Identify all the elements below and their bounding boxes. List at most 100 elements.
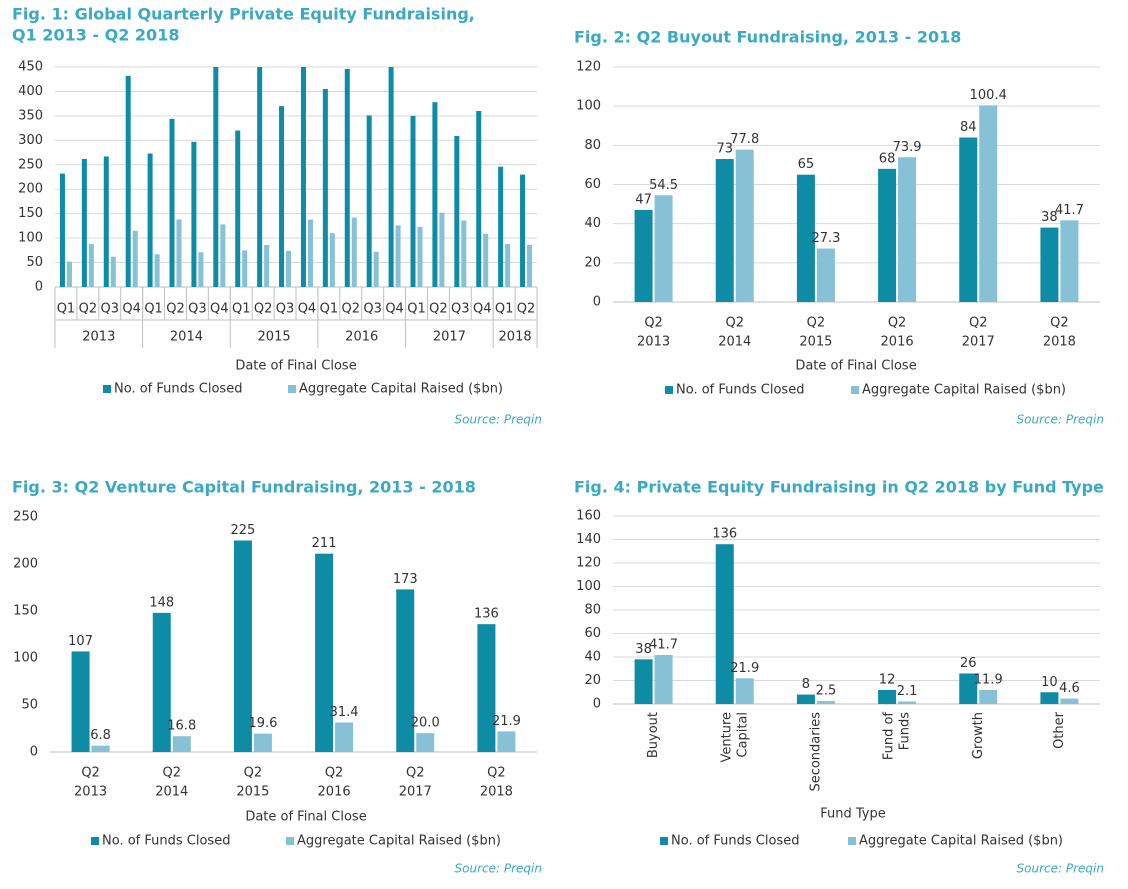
bar [634, 209, 653, 302]
data-label: 4.6 [1059, 681, 1080, 696]
x-tick-label: Q1 [320, 302, 339, 317]
bar [147, 153, 153, 287]
x-tick-label: 2015 [236, 785, 269, 800]
bar [1040, 692, 1059, 704]
bar [439, 212, 445, 287]
data-label: 54.5 [649, 178, 678, 193]
legend-swatch [91, 837, 99, 845]
bar [242, 250, 248, 287]
legend-label: Aggregate Capital Raised ($bn) [299, 382, 503, 397]
y-tick-label: 100 [576, 99, 601, 114]
bar [816, 701, 835, 704]
x-axis-title: Date of Final Close [245, 810, 366, 825]
bar [654, 195, 673, 302]
data-label: 26 [960, 656, 977, 671]
y-tick-label: 100 [18, 231, 43, 246]
x-axis-title: Date of Final Close [235, 359, 356, 374]
x-tick-label: Q1 [232, 302, 251, 317]
x-tick-label: Q1 [495, 302, 514, 317]
chart-title: Fig. 3: Q2 Venture Capital Fundraising, … [12, 478, 476, 497]
x-tick-label: Q2 [244, 766, 263, 781]
data-label: 107 [68, 634, 93, 649]
x-tick-label: Growth [971, 712, 986, 759]
data-label: 73 [716, 142, 733, 157]
x-group-label: 2016 [345, 330, 378, 345]
bar [220, 224, 226, 287]
data-label: 136 [474, 607, 499, 622]
y-tick-label: 300 [18, 133, 43, 148]
data-label: 47 [635, 192, 652, 207]
data-label: 211 [312, 536, 337, 551]
y-tick-label: 120 [576, 60, 601, 75]
data-label: 84 [960, 120, 977, 135]
bar [816, 248, 835, 302]
bar [1060, 698, 1079, 704]
data-label: 136 [712, 527, 737, 542]
bar [483, 233, 489, 287]
legend-swatch [848, 837, 856, 845]
data-label: 173 [393, 572, 418, 587]
x-tick-label: Q2 [487, 766, 506, 781]
bar [235, 130, 241, 287]
chart-panel: Fig. 2: Q2 Buyout Fundraising, 2013 - 20… [574, 28, 1104, 427]
bar [152, 612, 171, 752]
x-tick-label: Q2 [166, 302, 185, 317]
chart-panel: Fig. 3: Q2 Venture Capital Fundraising, … [12, 478, 542, 876]
x-tick-label: 2017 [399, 785, 432, 800]
bar [634, 659, 653, 704]
bar [388, 67, 394, 287]
data-label: 68 [879, 151, 896, 166]
x-tick-label: Q2 [888, 316, 907, 331]
bar [322, 89, 328, 287]
y-tick-label: 20 [584, 255, 601, 270]
source-note: Source: Preqin [455, 862, 542, 876]
chart-panel: Fig. 4: Private Equity Fundraising in Q2… [574, 478, 1104, 876]
bar [410, 115, 416, 287]
x-tick-label: Q1 [407, 302, 426, 317]
bar [253, 733, 272, 752]
bar [351, 217, 357, 287]
bar [1040, 227, 1059, 302]
y-tick-label: 120 [576, 556, 601, 571]
x-tick-label: Fund of [882, 712, 897, 761]
x-tick-label: Q3 [276, 302, 295, 317]
bar [416, 733, 435, 752]
bar [315, 553, 334, 752]
bar [498, 166, 504, 287]
y-tick-label: 0 [593, 295, 601, 310]
x-tick-label: Q4 [473, 302, 492, 317]
chart-title: Fig. 1: Global Quarterly Private Equity … [12, 5, 475, 24]
x-tick-label: Q2 [807, 316, 826, 331]
x-tick-label: 2014 [718, 335, 751, 350]
x-group-label: 2018 [499, 330, 532, 345]
bar [1060, 220, 1079, 302]
data-label: 148 [149, 595, 174, 610]
bar [307, 219, 313, 287]
x-tick-label: 2016 [318, 785, 351, 800]
bar [154, 254, 160, 287]
bar [191, 141, 197, 287]
y-tick-label: 60 [584, 626, 601, 641]
x-tick-label: Q2 [325, 766, 344, 781]
y-tick-label: 50 [21, 698, 38, 713]
source-note: Source: Preqin [455, 413, 542, 427]
x-tick-label: Capital [735, 712, 750, 758]
data-label: 16.8 [167, 719, 196, 734]
legend-label: Aggregate Capital Raised ($bn) [859, 834, 1063, 849]
x-tick-label: Q2 [1050, 316, 1069, 331]
legend-swatch [660, 837, 668, 845]
legend-label: Aggregate Capital Raised ($bn) [862, 383, 1066, 398]
bar [329, 233, 335, 287]
bar [979, 105, 998, 302]
bar [279, 106, 285, 287]
bar [172, 736, 191, 752]
y-tick-label: 450 [18, 60, 43, 75]
x-tick-label: Q4 [298, 302, 317, 317]
y-tick-label: 250 [13, 510, 38, 525]
x-group-label: 2017 [433, 330, 466, 345]
legend-label: No. of Funds Closed [676, 383, 804, 398]
bar [169, 118, 175, 287]
bar [395, 225, 401, 287]
x-tick-label: Q2 [406, 766, 425, 781]
